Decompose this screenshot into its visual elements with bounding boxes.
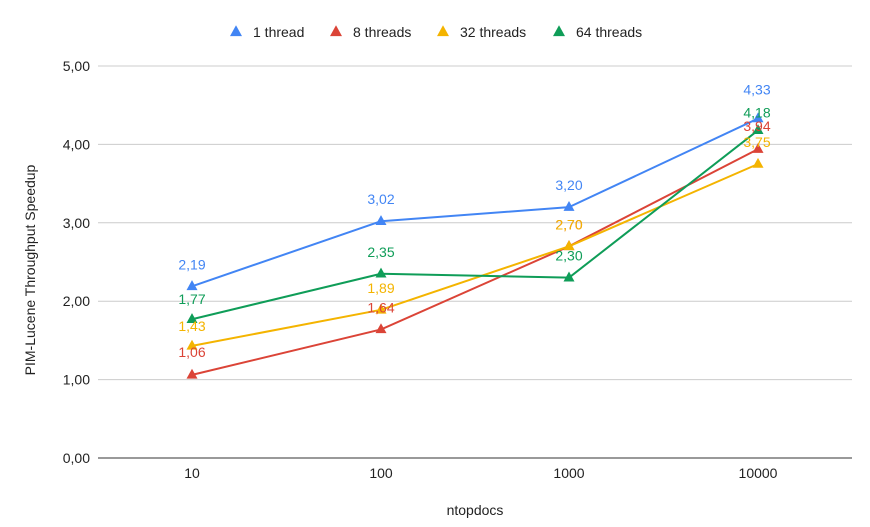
legend-entry-32-threads: 32 threads (437, 24, 526, 40)
y-axis-ticks: 0,00 1,00 2,00 3,00 4,00 5,00 (63, 58, 90, 466)
data-label: 1,43 (178, 318, 205, 334)
series-line-32-threads (191, 163, 759, 347)
data-point-marker (752, 124, 764, 135)
data-label: 2,70 (555, 216, 582, 232)
gridlines (98, 65, 852, 459)
legend: 1 thread 8 threads 32 threads 64 threads (230, 24, 642, 40)
x-tick-label: 10 (184, 465, 200, 481)
data-label: 2,30 (555, 248, 582, 264)
series-markers (186, 112, 764, 379)
data-point-marker (186, 339, 198, 350)
data-point-marker (563, 240, 575, 251)
legend-triangle-icon (437, 25, 449, 37)
y-axis-title: PIM-Lucene Throughput Speedup (22, 164, 38, 375)
data-label: 4,18 (743, 104, 770, 120)
y-tick-label: 3,00 (63, 215, 90, 231)
legend-triangle-icon (230, 25, 242, 37)
data-point-marker (375, 303, 387, 314)
y-tick-label: 5,00 (63, 58, 90, 74)
x-axis-title: ntopdocs (447, 502, 504, 518)
data-label: 1,64 (367, 299, 394, 315)
data-point-marker (752, 142, 764, 153)
x-tick-label: 100 (369, 465, 393, 481)
series-line-8-threads (191, 148, 759, 376)
x-tick-label: 10000 (739, 465, 778, 481)
data-label: 3,75 (743, 134, 770, 150)
legend-label: 32 threads (460, 24, 526, 40)
y-tick-label: 4,00 (63, 136, 90, 152)
data-label: 1,77 (178, 291, 205, 307)
data-point-marker (186, 313, 198, 323)
data-label: 1,89 (367, 280, 394, 296)
data-point-marker (375, 323, 387, 334)
series-lines (191, 117, 759, 376)
data-point-marker (563, 271, 575, 282)
data-label: 3,94 (743, 118, 770, 134)
data-point-marker (186, 280, 198, 291)
y-tick-label: 1,00 (63, 372, 90, 388)
legend-triangle-icon (553, 25, 565, 37)
data-label: 2,70 (555, 216, 582, 232)
x-tick-label: 1000 (553, 465, 584, 481)
y-tick-label: 2,00 (63, 293, 90, 309)
data-labels: 2,19 3,02 3,20 4,33 1,06 1,64 2,70 3,94 1,43 1,89… (178, 82, 770, 360)
series-line-1-thread (191, 117, 759, 288)
legend-entry-64-threads: 64 threads (553, 24, 642, 40)
legend-label: 64 threads (576, 24, 642, 40)
data-point-marker (752, 157, 764, 168)
data-label: 3,02 (367, 191, 394, 207)
data-label: 2,35 (367, 244, 394, 260)
data-label: 1,06 (178, 344, 205, 360)
data-label: 4,33 (743, 82, 770, 98)
data-label: 3,20 (555, 177, 582, 193)
x-axis-ticks: 10 100 1000 10000 (184, 465, 777, 481)
data-label: 2,19 (178, 256, 205, 272)
legend-triangle-icon (330, 25, 342, 37)
data-point-marker (186, 368, 198, 379)
legend-label: 8 threads (353, 24, 411, 40)
data-point-marker (563, 200, 575, 211)
y-tick-label: 0,00 (63, 450, 90, 466)
legend-label: 1 thread (253, 24, 304, 40)
legend-entry-1-thread: 1 thread (230, 24, 304, 40)
data-point-marker (752, 112, 764, 123)
series-line-64-threads (191, 129, 759, 321)
data-point-marker (375, 267, 387, 278)
legend-entry-8-threads: 8 threads (330, 24, 411, 40)
data-point-marker (375, 215, 387, 225)
